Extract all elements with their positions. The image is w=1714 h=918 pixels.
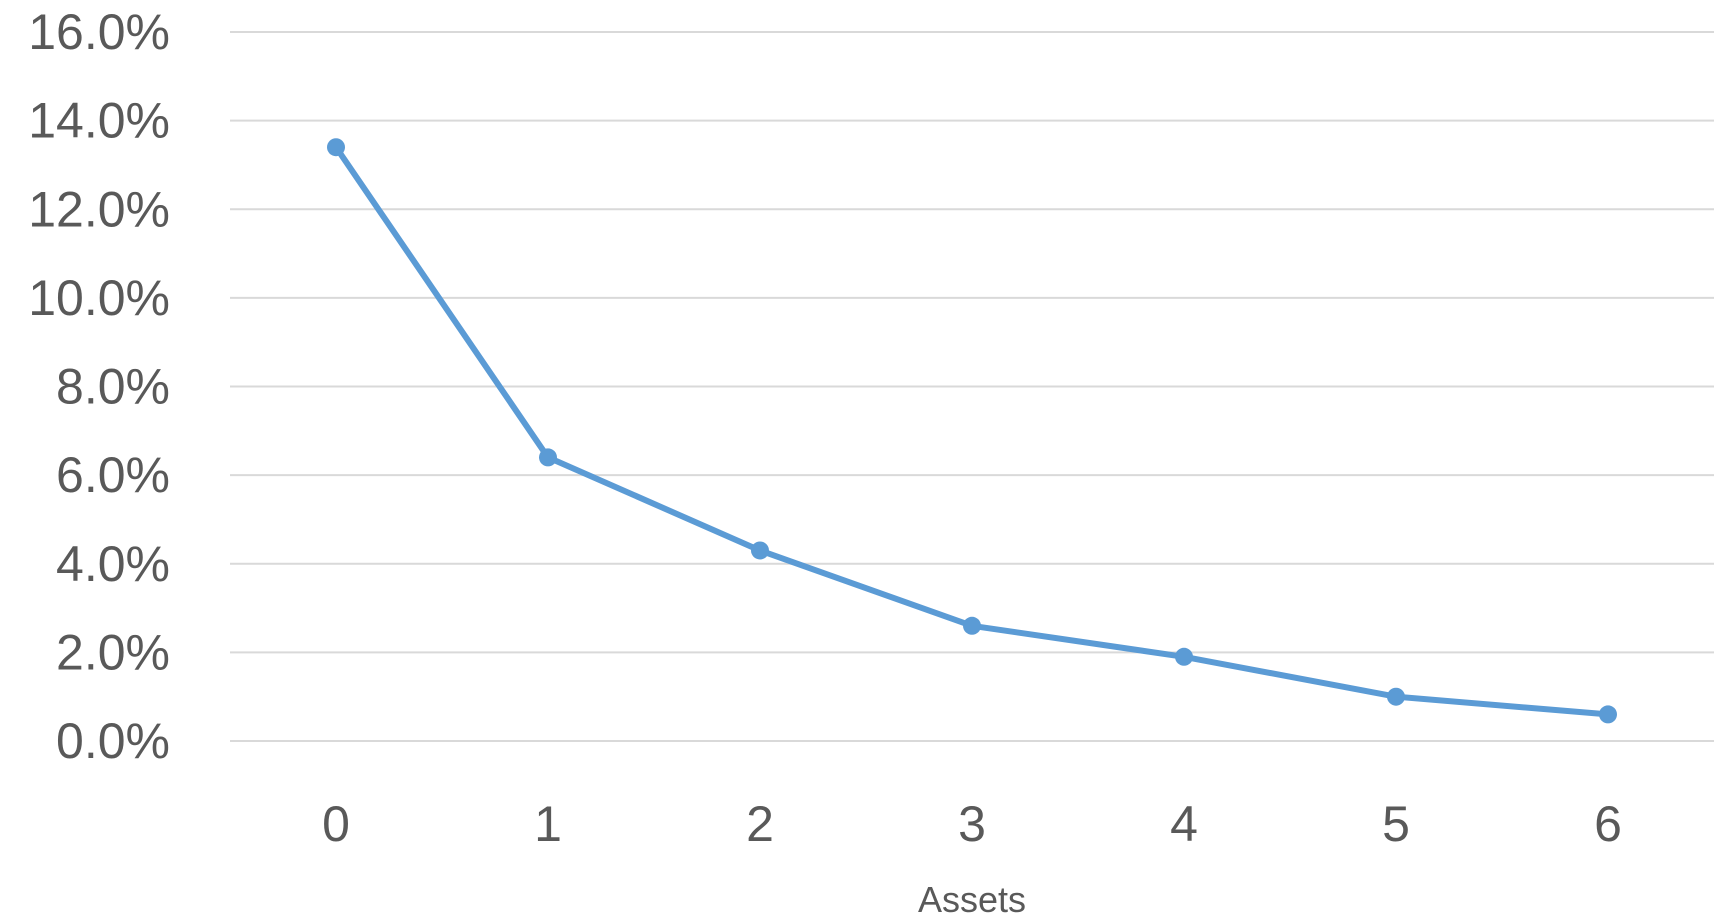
x-tick-label: 4: [1170, 796, 1198, 852]
x-axis-ticks: 0 1 2 3 4 5 6: [322, 796, 1622, 852]
data-point: [963, 616, 981, 635]
y-axis-ticks: 0.0% 2.0% 4.0% 6.0% 8.0% 10.0% 12.0% 14.0% 16.0%: [28, 4, 170, 769]
y-tick-label: 14.0%: [28, 93, 170, 149]
y-tick-label: 2.0%: [56, 624, 170, 680]
data-point: [751, 541, 769, 560]
x-tick-label: 0: [322, 796, 350, 852]
gridlines: [230, 31, 1714, 742]
x-tick-label: 1: [534, 796, 562, 852]
x-tick-label: 2: [746, 796, 774, 852]
data-point: [327, 138, 345, 157]
x-axis-title: Assets: [918, 879, 1026, 918]
x-tick-label: 3: [958, 796, 986, 852]
y-tick-label: 16.0%: [28, 4, 170, 60]
y-tick-label: 12.0%: [28, 181, 170, 237]
y-tick-label: 4.0%: [56, 536, 170, 592]
data-point: [539, 448, 557, 467]
data-point: [1175, 647, 1193, 666]
y-tick-label: 10.0%: [28, 270, 170, 326]
y-tick-label: 8.0%: [56, 359, 170, 415]
series-layer: [327, 138, 1617, 724]
y-tick-label: 6.0%: [56, 447, 170, 503]
x-tick-label: 5: [1382, 796, 1410, 852]
data-point: [1387, 687, 1405, 706]
x-tick-label: 6: [1594, 796, 1622, 852]
y-tick-label: 0.0%: [56, 713, 170, 769]
data-point: [1599, 705, 1617, 724]
